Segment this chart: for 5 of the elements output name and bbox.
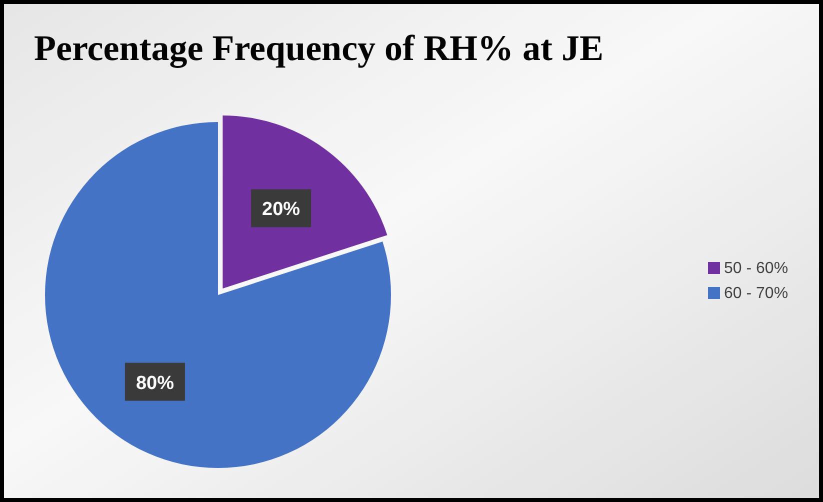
data-label: 80% bbox=[136, 372, 174, 394]
chart-title: Percentage Frequency of RH% at JE bbox=[34, 28, 604, 68]
legend-label: 50 - 60% bbox=[724, 260, 788, 277]
data-label: 20% bbox=[262, 199, 300, 220]
legend-label: 60 - 70% bbox=[724, 285, 788, 302]
